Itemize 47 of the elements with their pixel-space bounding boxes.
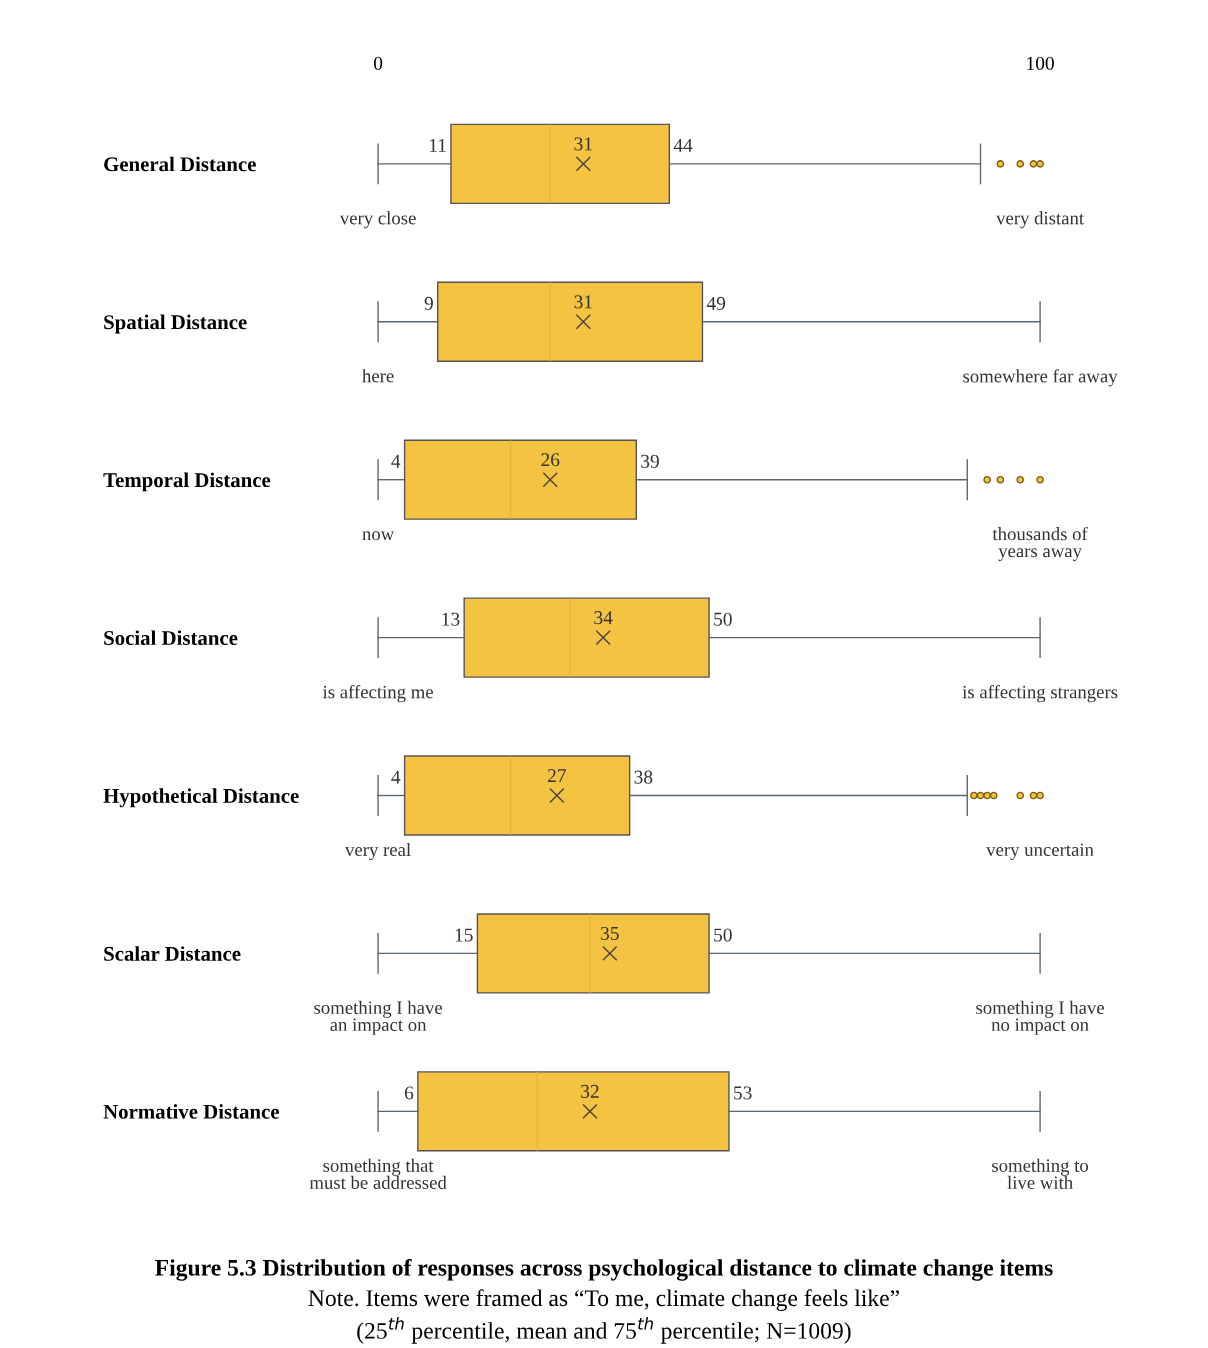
annotation: 15 xyxy=(455,928,473,942)
annotation: 44 xyxy=(673,139,693,152)
annotation: 9 xyxy=(424,296,433,310)
y-tick-label: Spatial Distance xyxy=(104,314,247,334)
y-tick-label: General Distance xyxy=(104,156,256,172)
y-tick-label: Hypothetical Distance xyxy=(103,788,299,808)
annotation: 6 xyxy=(404,1086,414,1100)
annotation: is affecting strangers xyxy=(962,684,1118,703)
y-tick-label: Scalar Distance xyxy=(104,946,241,961)
annotation: 50 xyxy=(714,928,732,942)
annotation: 26 xyxy=(541,453,560,467)
text: Note. Items were framed as “To me, climate change feels like” xyxy=(308,1289,899,1312)
annotation: 27 xyxy=(547,769,566,782)
annotation: 31 xyxy=(574,295,592,309)
y-tick-label: Social Distance xyxy=(104,630,238,646)
annotation: something to live with xyxy=(992,1158,1089,1189)
annotation: 32 xyxy=(581,1084,599,1098)
annotation: 49 xyxy=(706,296,726,310)
annotation: 39 xyxy=(641,454,659,468)
annotation: 31 xyxy=(574,137,592,151)
annotation: 38 xyxy=(634,770,653,784)
annotation: 35 xyxy=(601,926,619,940)
annotation: somewhere far away xyxy=(963,369,1118,387)
annotation: very uncertain xyxy=(986,843,1094,860)
annotation: something that must be addressed xyxy=(309,1158,447,1189)
annotation: 53 xyxy=(734,1086,752,1100)
annotation: something I have no impact on xyxy=(976,1000,1105,1035)
y-tick-label: Temporal Distance xyxy=(103,472,271,492)
annotation: 4 xyxy=(391,454,401,468)
annotation: something I have an impact on xyxy=(314,1000,443,1035)
annotation: here xyxy=(362,369,394,383)
x-tick-label: 100 xyxy=(1027,56,1054,70)
annotation: 13 xyxy=(442,612,460,626)
annotation: now xyxy=(362,531,395,541)
annotation: very close xyxy=(339,211,416,229)
annotation: 34 xyxy=(594,611,613,625)
y-tick-label: Normative Distance xyxy=(103,1104,280,1119)
text: (25$^{th}$ percentile, mean and 75$^{th}$ percentile; N=1009) xyxy=(357,1317,851,1344)
annotation: 4 xyxy=(391,770,401,784)
annotation: very real xyxy=(345,842,411,860)
annotation: 50 xyxy=(714,612,732,626)
annotation: thousands of years away xyxy=(992,526,1088,562)
caption: Figure 5.3 Distribution of responses across psychological distance to climate change items xyxy=(155,1258,1053,1281)
x-tick-label: 0 xyxy=(373,56,383,70)
annotation: 11 xyxy=(429,139,446,152)
annotation: is affecting me xyxy=(322,684,433,703)
annotation: very distant xyxy=(996,211,1084,229)
